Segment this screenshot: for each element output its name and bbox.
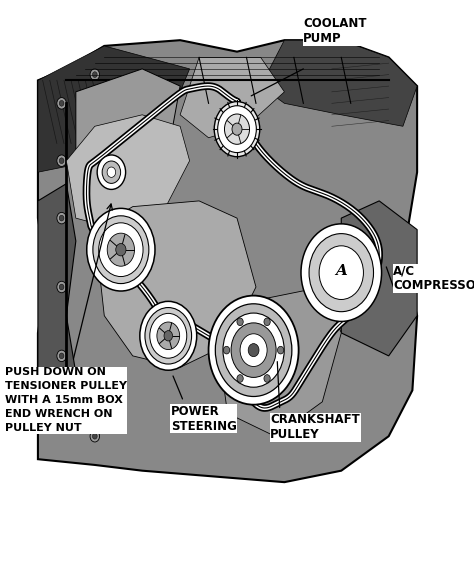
Circle shape — [237, 318, 243, 325]
Circle shape — [59, 215, 64, 221]
Circle shape — [92, 72, 97, 77]
Text: POWER
STEERING: POWER STEERING — [171, 405, 237, 433]
Circle shape — [150, 313, 187, 358]
Circle shape — [214, 102, 260, 157]
Circle shape — [59, 410, 64, 416]
Circle shape — [237, 375, 243, 382]
Text: A/C
COMPRESSOR: A/C COMPRESSOR — [393, 265, 474, 292]
Circle shape — [240, 333, 267, 367]
Circle shape — [319, 246, 364, 300]
Polygon shape — [66, 115, 190, 230]
Circle shape — [59, 158, 64, 164]
Circle shape — [92, 433, 97, 439]
Circle shape — [209, 296, 299, 405]
Polygon shape — [180, 57, 284, 138]
Polygon shape — [38, 40, 417, 482]
Circle shape — [309, 234, 374, 312]
Polygon shape — [76, 69, 180, 161]
Circle shape — [232, 123, 242, 135]
Circle shape — [157, 322, 180, 350]
Circle shape — [97, 155, 126, 189]
Circle shape — [164, 331, 173, 341]
Circle shape — [248, 344, 259, 356]
Circle shape — [223, 346, 230, 354]
Circle shape — [215, 304, 292, 397]
Circle shape — [107, 167, 116, 177]
Circle shape — [225, 114, 249, 144]
Text: A: A — [335, 264, 347, 278]
Circle shape — [87, 208, 155, 291]
Polygon shape — [38, 184, 76, 402]
Circle shape — [99, 223, 143, 277]
Circle shape — [57, 155, 66, 166]
Circle shape — [90, 430, 100, 442]
Circle shape — [140, 301, 197, 370]
Circle shape — [57, 408, 66, 419]
Polygon shape — [218, 287, 341, 436]
Circle shape — [102, 161, 120, 184]
Circle shape — [59, 284, 64, 290]
Circle shape — [93, 216, 149, 284]
Circle shape — [57, 350, 66, 362]
Polygon shape — [261, 40, 417, 126]
Text: CRANKSHAFT
PULLEY: CRANKSHAFT PULLEY — [270, 413, 360, 441]
Polygon shape — [341, 201, 417, 356]
Circle shape — [264, 375, 270, 382]
Circle shape — [59, 353, 64, 359]
Circle shape — [231, 323, 276, 378]
Circle shape — [57, 212, 66, 224]
Polygon shape — [38, 46, 190, 172]
Circle shape — [223, 313, 284, 387]
Circle shape — [264, 318, 270, 325]
Circle shape — [107, 233, 135, 266]
Circle shape — [59, 100, 64, 106]
Circle shape — [116, 243, 126, 256]
Text: PUSH DOWN ON
TENSIONER PULLEY
WITH A 15mm BOX
END WRENCH ON
PULLEY NUT: PUSH DOWN ON TENSIONER PULLEY WITH A 15m… — [5, 367, 127, 433]
Polygon shape — [95, 201, 256, 367]
Circle shape — [145, 308, 191, 364]
Circle shape — [301, 224, 382, 321]
Circle shape — [57, 98, 66, 109]
Circle shape — [218, 106, 256, 153]
Circle shape — [277, 346, 284, 354]
Circle shape — [90, 69, 100, 80]
Text: COOLANT
PUMP: COOLANT PUMP — [303, 17, 367, 45]
Circle shape — [57, 281, 66, 293]
